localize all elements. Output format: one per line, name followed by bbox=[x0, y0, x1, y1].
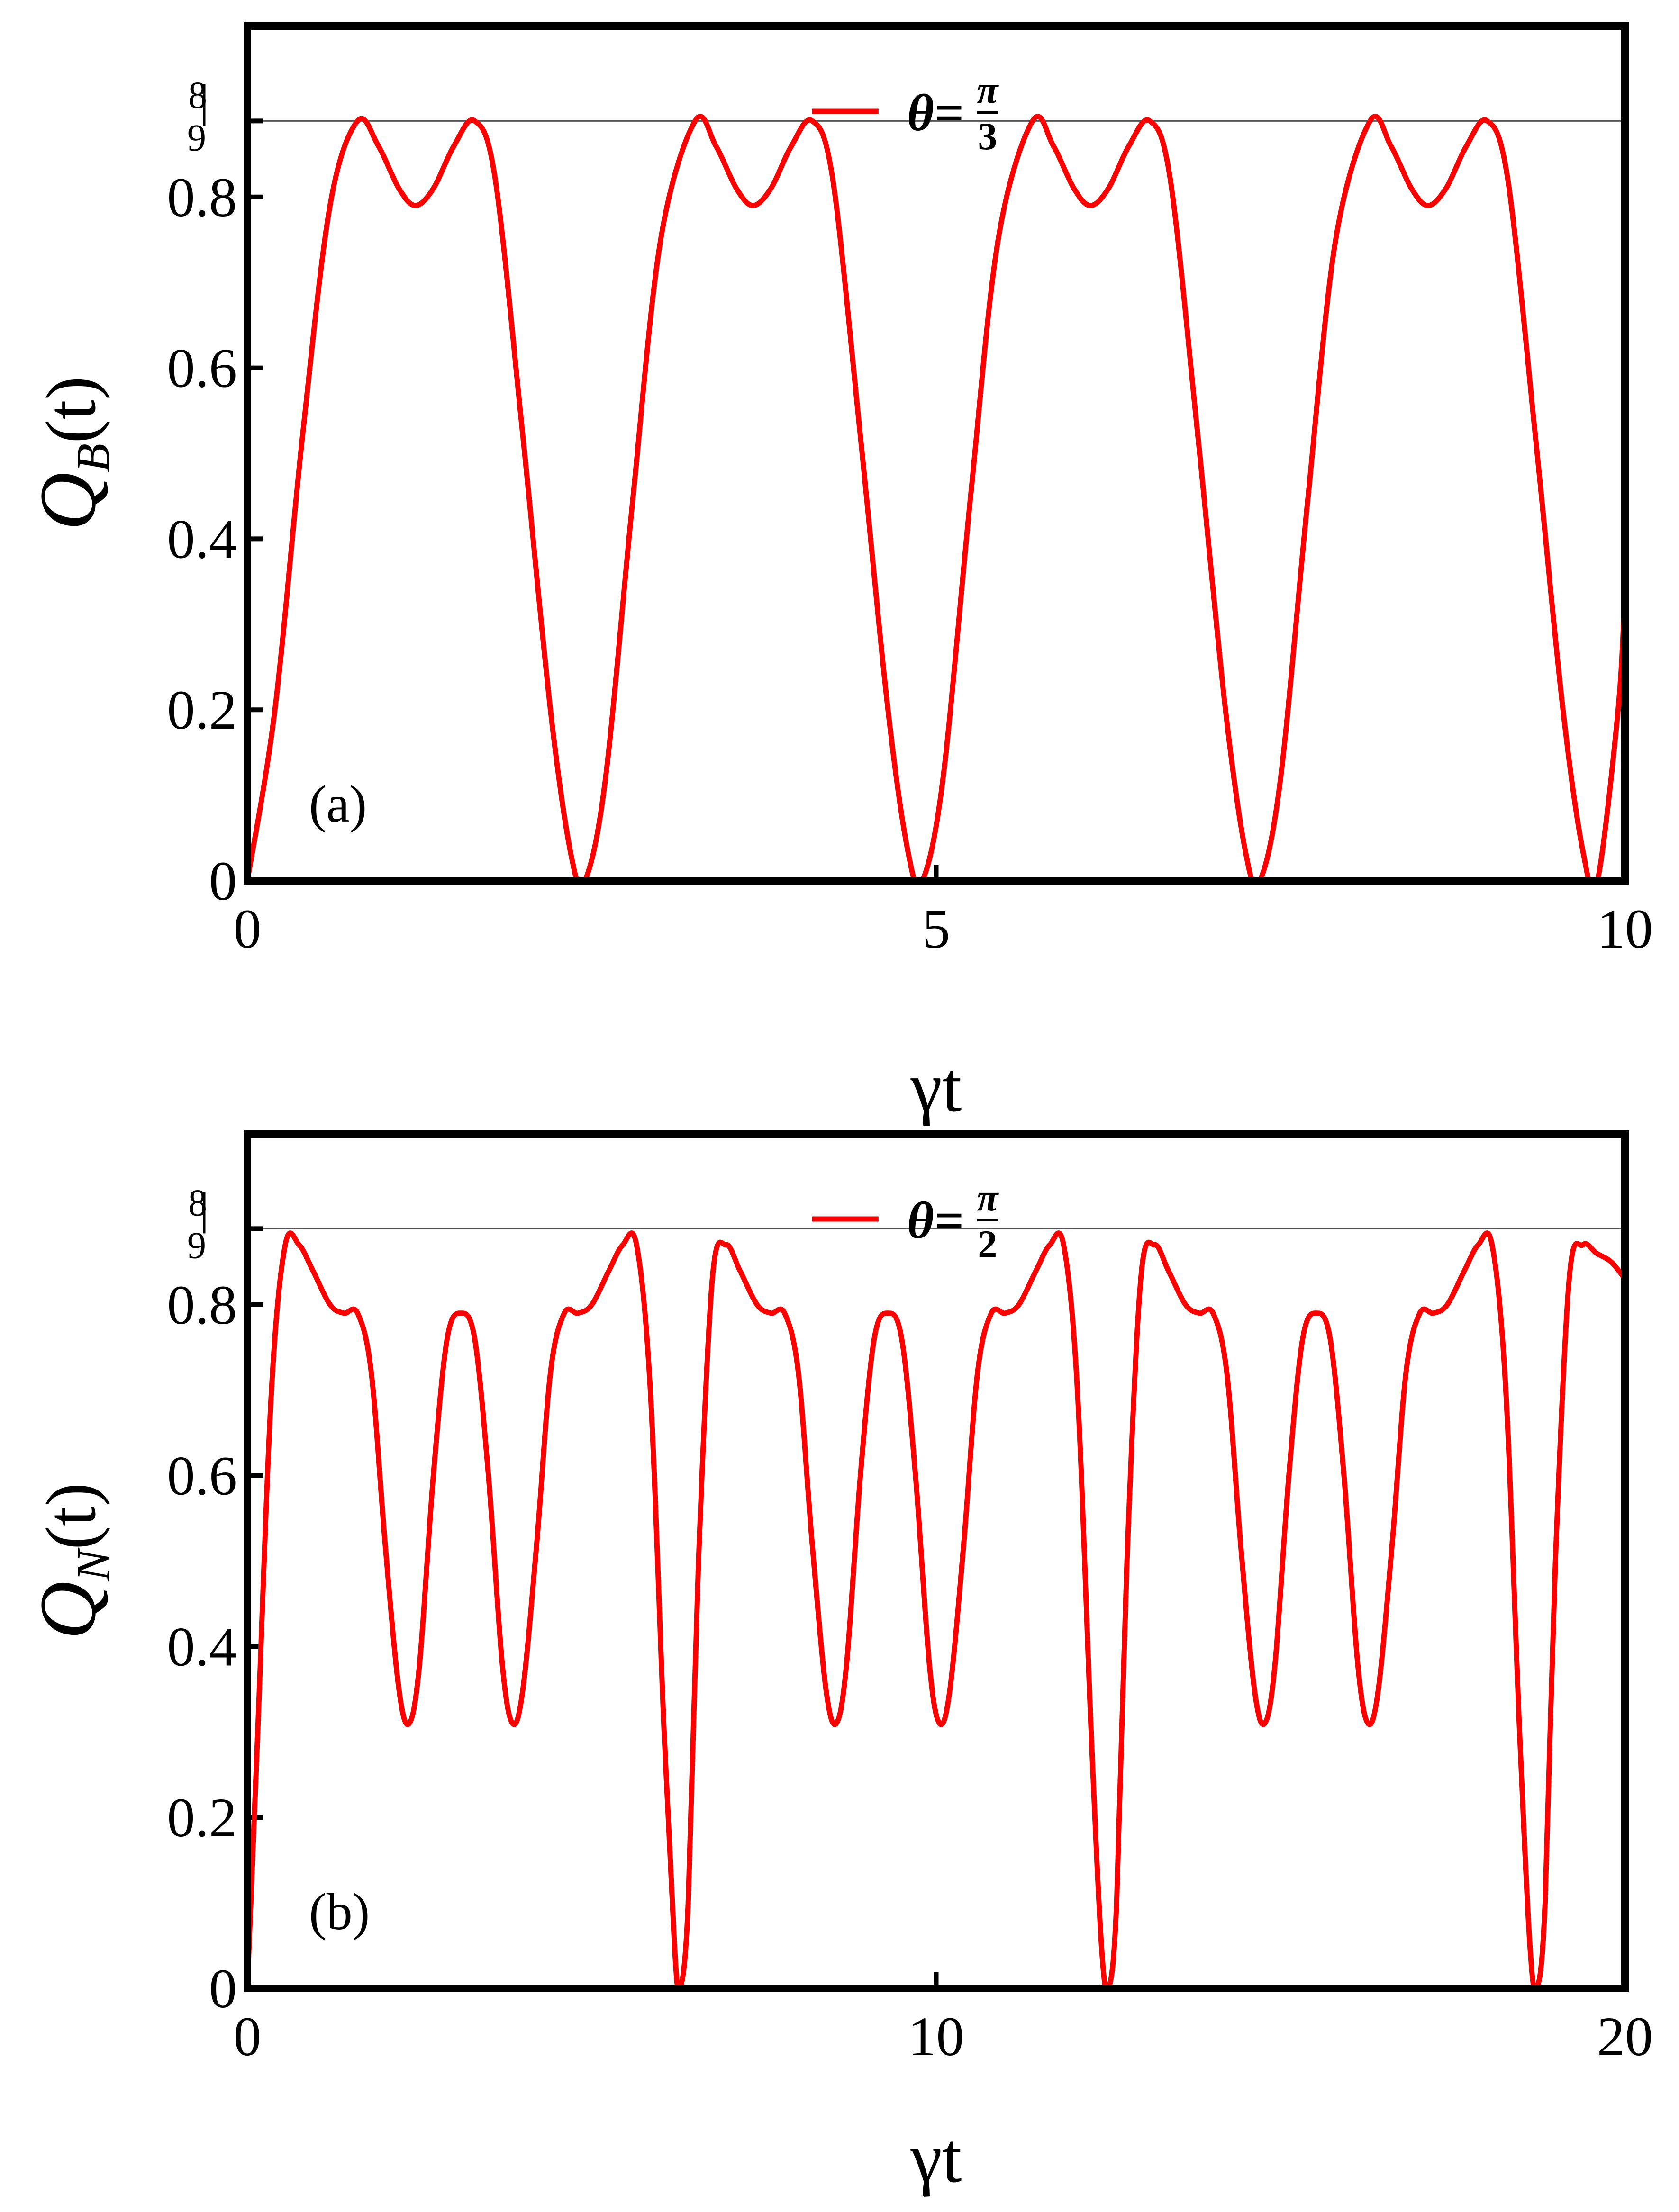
y-tick-label: 0.2 bbox=[167, 679, 237, 741]
y-tick-label: 0.8 bbox=[167, 1274, 237, 1336]
legend: θ= π3 bbox=[812, 68, 999, 158]
legend-denominator: 2 bbox=[978, 1222, 997, 1265]
y-tick-label: 0.8 bbox=[167, 166, 237, 228]
plot-frame bbox=[244, 1130, 1629, 1992]
y-tick-label: 0.4 bbox=[167, 1616, 237, 1678]
legend-denominator: 3 bbox=[978, 115, 997, 158]
series-line-0 bbox=[247, 1230, 1625, 1988]
x-axis-title: γt bbox=[910, 2119, 962, 2197]
legend-symbol: θ= bbox=[907, 1192, 964, 1249]
x-tick-label: 10 bbox=[908, 2005, 964, 2068]
y-tick-label: 0.2 bbox=[167, 1787, 237, 1849]
x-tick-label: 5 bbox=[922, 898, 950, 960]
x-tick-label: 0 bbox=[234, 2005, 262, 2068]
x-tick-label: 0 bbox=[234, 898, 262, 960]
plot-frame bbox=[244, 22, 1629, 885]
legend-symbol: θ= bbox=[907, 84, 964, 142]
y-tick-label: 0 bbox=[209, 850, 237, 912]
y-axis-title-tail: (t) bbox=[32, 1482, 110, 1550]
y-tick-label: 0.6 bbox=[167, 337, 237, 399]
reference-label-denominator: 9 bbox=[187, 117, 206, 159]
x-tick-label: 10 bbox=[1597, 898, 1653, 960]
y-axis-title-subscript: B bbox=[67, 443, 119, 472]
x-tick-label: 20 bbox=[1597, 2005, 1653, 2068]
legend: θ= π2 bbox=[812, 1176, 999, 1265]
y-axis-title-subscript: N bbox=[67, 1547, 119, 1582]
series-line-0 bbox=[247, 114, 1625, 881]
y-tick-label: 0.6 bbox=[167, 1445, 237, 1507]
y-axis-title-main: Q bbox=[23, 472, 112, 531]
panel-label: (b) bbox=[309, 1883, 370, 1941]
legend-numerator: π bbox=[977, 1176, 999, 1219]
x-axis-title: γt bbox=[910, 1048, 962, 1127]
y-tick-label: 0 bbox=[209, 1958, 237, 2020]
y-axis-title: QN(t) bbox=[23, 1482, 119, 1639]
y-axis-title-main: Q bbox=[23, 1581, 112, 1640]
reference-label-denominator: 9 bbox=[187, 1225, 206, 1266]
y-axis-title-tail: (t) bbox=[32, 376, 110, 443]
y-tick-label: 0.4 bbox=[167, 508, 237, 570]
y-axis-title: QB(t) bbox=[23, 376, 119, 530]
panel-label: (a) bbox=[309, 775, 367, 833]
legend-numerator: π bbox=[977, 68, 999, 111]
